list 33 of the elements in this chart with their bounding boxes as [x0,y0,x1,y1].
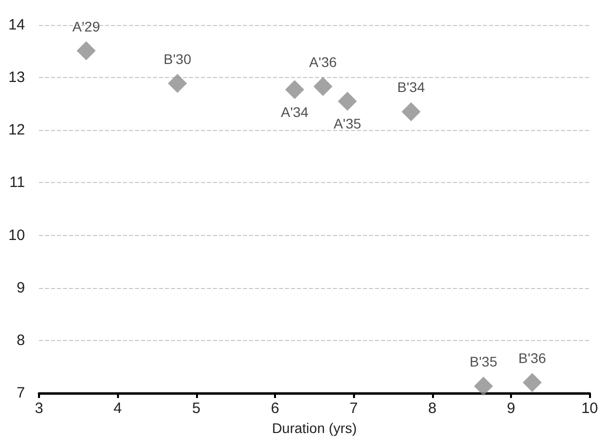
point [474,376,493,396]
y-tick-label: 12 [8,122,25,139]
series-label: A'29 [72,18,100,34]
x-tick-label: 7 [349,400,358,417]
y-tick-label: 8 [16,332,25,349]
x-tick-label: 8 [428,400,436,417]
y-tick-label: 11 [9,174,25,192]
y-tick-label: 9 [16,279,25,296]
series-label: B'34 [397,79,426,96]
y-tick-label: 14 [8,16,25,34]
point [285,80,304,100]
x-tick-label: 10 [581,400,598,417]
series-label: A'34 [280,104,309,120]
series-label: B'35 [470,354,498,370]
point [522,372,542,392]
point [76,41,96,60]
series-label: A'35 [334,116,362,132]
point [313,77,332,96]
point [402,102,421,122]
x-tick-label: 3 [34,400,44,417]
x-tick-label: 5 [192,400,201,417]
x-tick-label: 6 [270,400,280,417]
x-tick-label: 4 [113,400,122,417]
series-label: B'36 [518,350,546,366]
point [168,74,187,93]
x-tick-label: 9 [506,400,516,417]
y-tick-label: 13 [8,69,25,86]
x-axis-title: Duration (yrs) [272,420,357,436]
point [338,92,357,111]
y-tick-label: 10 [8,226,25,244]
series-label: A'36 [309,54,337,70]
series-label: B'30 [164,50,192,67]
y-tick-label: 7 [16,384,25,402]
